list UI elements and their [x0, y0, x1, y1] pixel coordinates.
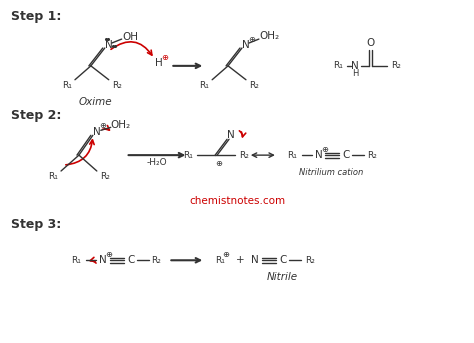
Text: R₂: R₂: [112, 81, 122, 90]
Text: R₂: R₂: [367, 151, 377, 159]
Text: OH: OH: [123, 32, 138, 42]
Text: R₂: R₂: [391, 61, 401, 70]
Text: C: C: [279, 255, 286, 265]
Text: chemistnotes.com: chemistnotes.com: [189, 196, 285, 206]
Text: N: N: [315, 150, 322, 160]
Text: Step 2:: Step 2:: [11, 109, 62, 122]
Text: +: +: [236, 255, 244, 265]
FancyArrowPatch shape: [111, 42, 152, 55]
Text: Nitrilium cation: Nitrilium cation: [299, 168, 364, 177]
Text: N: N: [99, 255, 107, 265]
Text: ⊕: ⊕: [99, 121, 106, 130]
Text: ⊕: ⊕: [105, 250, 112, 259]
Text: N: N: [227, 130, 235, 140]
Text: Step 1:: Step 1:: [11, 10, 62, 23]
Text: C: C: [343, 150, 350, 160]
Text: Nitrile: Nitrile: [267, 272, 298, 282]
Text: -H₂O: -H₂O: [146, 157, 167, 167]
Text: R₂: R₂: [249, 81, 259, 90]
Text: R₁: R₁: [62, 81, 72, 90]
Text: N: N: [351, 61, 359, 71]
Text: N: N: [93, 127, 100, 137]
Text: ⊕: ⊕: [223, 250, 229, 259]
FancyArrowPatch shape: [239, 131, 246, 137]
Text: R₂: R₂: [239, 151, 249, 159]
Text: O: O: [366, 38, 374, 48]
Text: R₂: R₂: [305, 256, 315, 265]
Text: N: N: [105, 40, 113, 50]
Text: R₂: R₂: [152, 256, 162, 265]
Text: OH₂: OH₂: [110, 120, 131, 130]
Text: Step 3:: Step 3:: [11, 218, 62, 231]
Text: N: N: [251, 255, 259, 265]
FancyArrowPatch shape: [102, 126, 109, 130]
Text: ⊕: ⊕: [248, 35, 255, 44]
Text: R₁: R₁: [215, 256, 225, 265]
Text: N: N: [242, 40, 250, 50]
Text: H: H: [155, 58, 162, 68]
Text: R₁: R₁: [48, 173, 58, 181]
Text: Oxime: Oxime: [79, 97, 113, 107]
Text: R₁: R₁: [199, 81, 209, 90]
Text: ⊕: ⊕: [216, 158, 223, 168]
Text: C: C: [127, 255, 134, 265]
Text: ⊕: ⊕: [161, 54, 168, 62]
Text: R₁: R₁: [287, 151, 297, 159]
FancyArrowPatch shape: [90, 257, 96, 263]
Text: R₁: R₁: [334, 61, 343, 70]
Text: R₁: R₁: [183, 151, 193, 159]
Text: OH₂: OH₂: [260, 31, 280, 41]
FancyArrowPatch shape: [66, 140, 94, 165]
Text: R₁: R₁: [71, 256, 81, 265]
Text: R₂: R₂: [100, 173, 109, 181]
Text: ⊕: ⊕: [321, 145, 328, 154]
Text: H: H: [352, 69, 358, 78]
